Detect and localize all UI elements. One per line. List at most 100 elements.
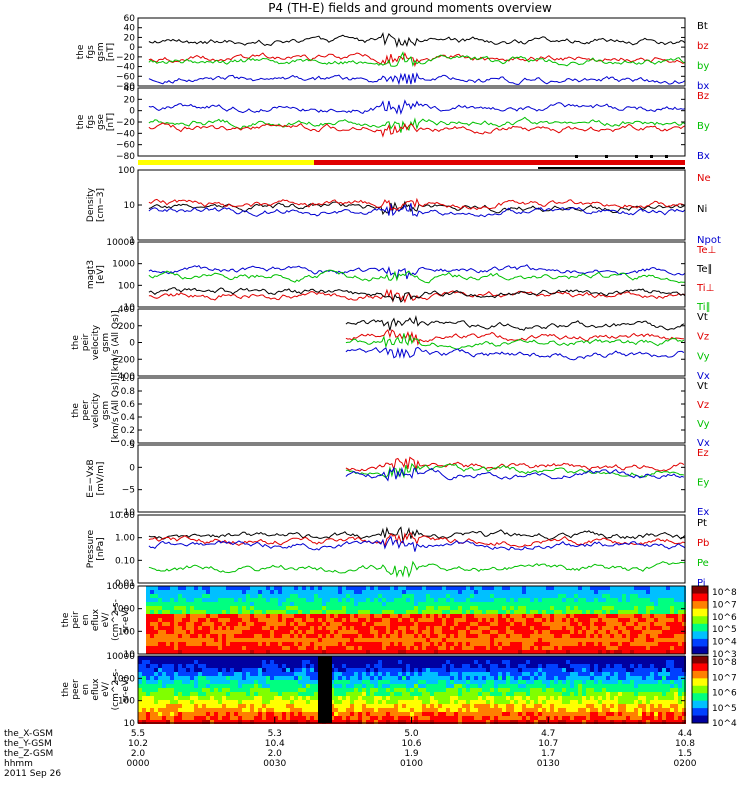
spectrogram-cell [602,660,606,664]
spectrogram-cell [266,646,270,650]
spectrogram-cell [298,646,302,650]
spectrogram-cell [514,712,518,716]
spectrogram-cell [290,660,294,664]
spectrogram-cell [182,668,186,672]
spectrogram-cell [174,656,178,660]
y-tick-label: −60 [116,72,135,82]
spectrogram-cell [382,610,386,614]
spectrogram-cell [502,668,506,672]
spectrogram-cell [158,716,162,720]
spectrogram-cell [258,696,262,700]
spectrogram-cell [554,626,558,630]
spectrogram-cell [482,692,486,696]
spectrogram-cell [246,594,250,598]
spectrogram-cell [302,656,306,660]
spectrogram-cell [378,656,382,660]
spectrogram-cell [618,680,622,684]
spectrogram-cell [482,684,486,688]
spectrogram-cell [670,680,674,684]
spectrogram-cell [358,634,362,638]
spectrogram-cell [414,586,418,590]
spectrogram-cell [366,704,370,708]
spectrogram-cell [374,668,378,672]
spectrogram-cell [234,650,238,654]
spectrogram-cell [454,696,458,700]
spectrogram-cell [634,716,638,720]
spectrogram-cell [218,598,222,602]
spectrogram-cell [302,634,306,638]
spectrogram-cell [366,630,370,634]
spectrogram-cell [358,684,362,688]
spectrogram-cell [398,586,402,590]
spectrogram-cell [622,708,626,712]
spectrogram-cell [290,708,294,712]
spectrogram-cell [154,656,158,660]
spectrogram-cell [618,664,622,668]
spectrogram-cell [382,720,386,724]
spectrogram-cell [186,668,190,672]
spectrogram-cell [670,656,674,660]
spectrogram-cell [350,626,354,630]
spectrogram-cell [554,692,558,696]
spectrogram-cell [450,586,454,590]
spectrogram-cell [250,634,254,638]
spectrogram-cell [674,614,678,618]
spectrogram-cell [646,622,650,626]
spectrogram-cell [150,614,154,618]
spectrogram-cell [198,638,202,642]
spectrogram-cell [502,594,506,598]
spectrogram-cell [598,642,602,646]
spectrogram-cell [382,590,386,594]
spectrogram-cell [346,602,350,606]
spectrogram-cell [678,656,682,660]
spectrogram-cell [414,630,418,634]
spectrogram-cell [330,586,334,590]
spectrogram-cell [466,610,470,614]
spectrogram-cell [246,622,250,626]
spectrogram-cell [526,672,530,676]
spectrogram-cell [418,680,422,684]
spectrogram-cell [414,684,418,688]
spectrogram-cell [682,602,686,606]
spectrogram-cell [302,660,306,664]
spectrogram-cell [354,614,358,618]
spectrogram-cell [482,622,486,626]
spectrogram-cell [182,688,186,692]
spectrogram-cell [282,606,286,610]
spectrogram-cell [246,586,250,590]
spectrogram-cell [406,638,410,642]
spectrogram-cell [346,610,350,614]
spectrogram-cell [314,638,318,642]
spectrogram-cell [398,610,402,614]
spectrogram-cell [334,606,338,610]
spectrogram-cell [226,630,230,634]
spectrogram-cell [218,680,222,684]
spectrogram-cell [362,720,366,724]
spectrogram-cell [218,594,222,598]
spectrogram-cell [410,708,414,712]
spectrogram-cell [570,606,574,610]
spectrogram-cell [338,634,342,638]
spectrogram-cell [410,696,414,700]
spectrogram-cell [282,594,286,598]
spectrogram-cell [586,598,590,602]
spectrogram-cell [314,642,318,646]
spectrogram-cell [650,602,654,606]
spectrogram-cell [606,676,610,680]
spectrogram-cell [594,712,598,716]
spectrogram-cell [314,680,318,684]
spectrogram-cell [166,606,170,610]
spectrogram-cell [494,626,498,630]
spectrogram-cell [438,594,442,598]
spectrogram-cell [298,642,302,646]
spectrogram-cell [270,680,274,684]
spectrogram-cell [290,712,294,716]
spectrogram-cell [174,650,178,654]
spectrogram-cell [474,594,478,598]
spectrogram-cell [626,708,630,712]
spectrogram-cell [466,614,470,618]
spectrogram-cell [538,606,542,610]
spectrogram-cell [602,622,606,626]
spectrogram-cell [666,716,670,720]
spectrogram-cell [578,622,582,626]
